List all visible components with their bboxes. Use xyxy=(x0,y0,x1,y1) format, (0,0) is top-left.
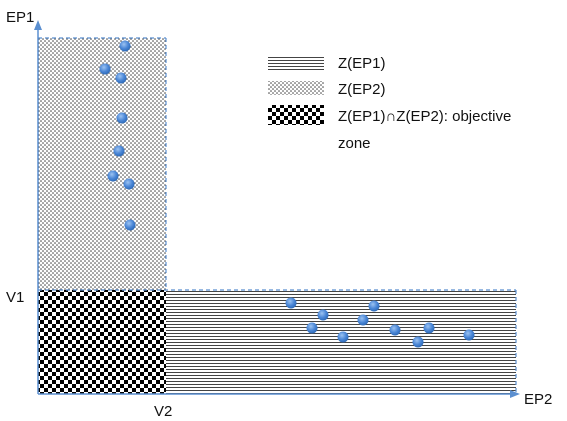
point xyxy=(116,112,128,124)
points-group xyxy=(99,40,475,348)
y-axis-arrow-icon xyxy=(34,20,42,30)
point xyxy=(306,322,318,334)
legend-swatch-checkerboard xyxy=(268,105,324,125)
point xyxy=(317,309,329,321)
point xyxy=(285,297,297,309)
x-axis-label: EP2 xyxy=(524,391,552,408)
point xyxy=(123,178,135,190)
legend-swatch-hlines xyxy=(268,56,324,70)
point xyxy=(119,40,131,52)
y-axis-label: EP1 xyxy=(6,9,34,26)
point xyxy=(463,329,475,341)
point xyxy=(357,314,369,326)
legend-swatch-dots xyxy=(268,81,324,95)
zone-objective-region xyxy=(38,290,166,394)
x-axis-arrow-icon xyxy=(510,390,520,398)
point xyxy=(412,336,424,348)
legend-label-z-ep1: Z(EP1) xyxy=(338,55,386,72)
legend-label-objective-line2: zone xyxy=(338,135,371,152)
point xyxy=(124,219,136,231)
legend-label-z-ep2: Z(EP2) xyxy=(338,81,386,98)
point xyxy=(423,322,435,334)
point xyxy=(337,331,349,343)
point xyxy=(107,170,119,182)
v2-label: V2 xyxy=(154,403,172,420)
point xyxy=(115,72,127,84)
point xyxy=(368,300,380,312)
point xyxy=(389,324,401,336)
v1-label: V1 xyxy=(6,289,24,306)
legend-label-objective-line1: Z(EP1)∩Z(EP2): objective xyxy=(338,108,511,125)
legend: Z(EP1) Z(EP2) Z(EP1)∩Z(EP2): objective z… xyxy=(268,55,511,152)
point xyxy=(99,63,111,75)
point xyxy=(113,145,125,157)
zone-ep2-region xyxy=(38,38,166,290)
